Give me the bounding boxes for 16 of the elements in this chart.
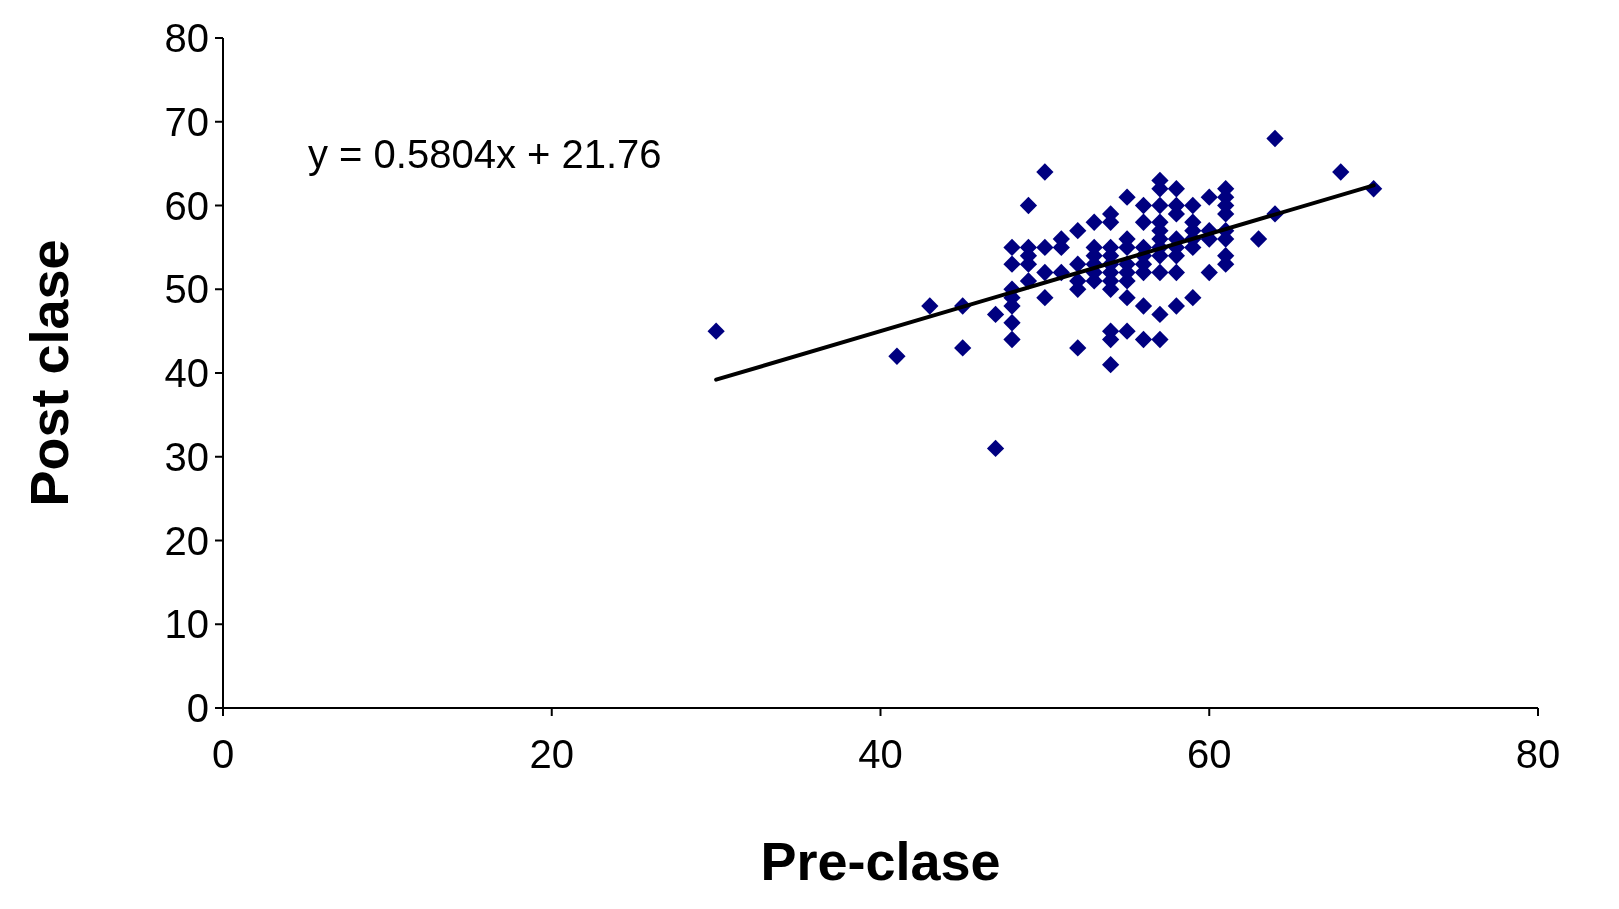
y-tick-label: 80 (164, 16, 209, 60)
x-tick-label: 60 (1187, 732, 1232, 776)
annotation: y = 0.5804x + 21.76 (308, 132, 662, 176)
y-tick-label: 40 (164, 351, 209, 395)
y-tick-label: 10 (164, 602, 209, 647)
y-tick-label: 50 (164, 267, 209, 312)
y-tick-label: 20 (164, 518, 209, 563)
y-tick-label: 60 (164, 183, 209, 228)
y-axis-title: Post clase (19, 239, 79, 507)
y-tick-label: 30 (164, 434, 209, 479)
x-axis-title: Pre-clase (760, 831, 1001, 891)
y-tick-label: 70 (164, 99, 209, 144)
x-tick-label: 40 (858, 732, 903, 776)
y-tick-label: 0 (186, 686, 209, 730)
x-tick-label: 80 (1515, 732, 1561, 776)
x-tick-label: 20 (529, 732, 574, 776)
